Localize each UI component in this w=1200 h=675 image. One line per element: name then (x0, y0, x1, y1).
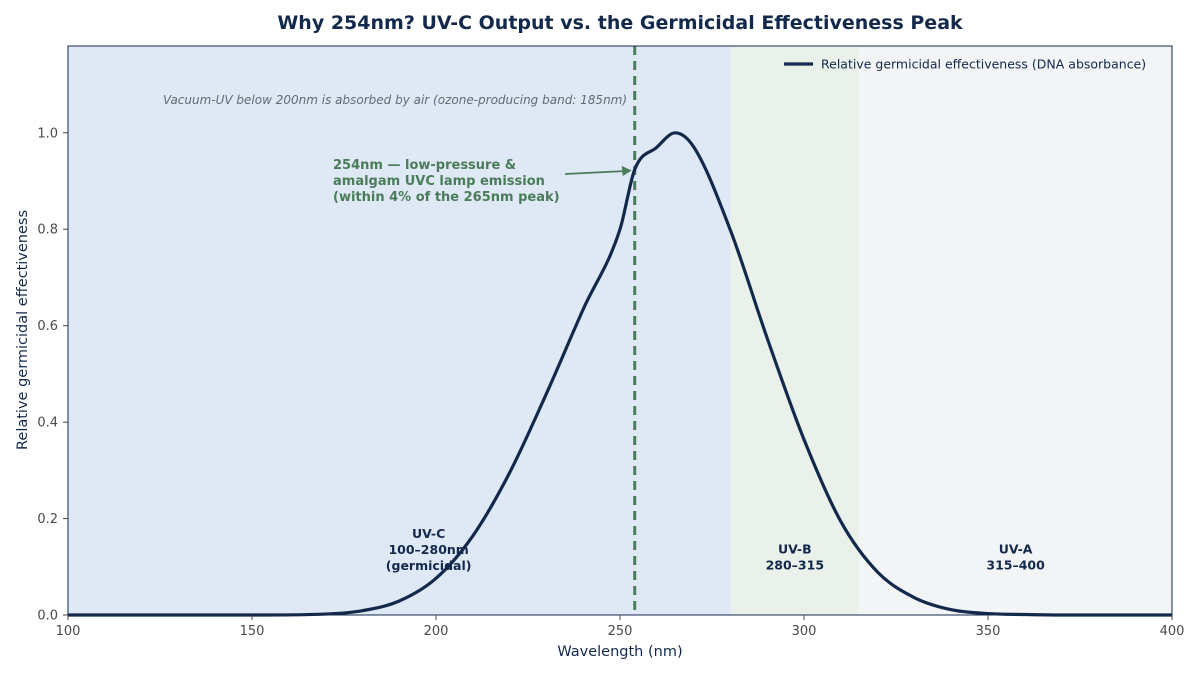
x-tick-label: 350 (976, 624, 1001, 639)
lamp-annotation-line-3: (within 4% of the 265nm peak) (333, 190, 560, 205)
band-uvb (730, 46, 860, 615)
x-tick-label: 250 (608, 624, 633, 639)
x-axis: 100 150 200 250 300 350 400 (56, 615, 1185, 639)
y-tick-label: 0.8 (37, 223, 58, 238)
legend: Relative germicidal effectiveness (DNA a… (784, 57, 1146, 72)
y-tick-label: 0.0 (37, 609, 58, 624)
band-uvc (68, 46, 731, 615)
x-tick-label: 300 (792, 624, 817, 639)
vacuum-uv-note: Vacuum-UV below 200nm is absorbed by air… (163, 93, 627, 107)
y-tick-label: 1.0 (37, 126, 58, 141)
spectral-bands (68, 46, 1172, 615)
band-label-uvb-1: UV-B (778, 541, 812, 556)
y-tick-label: 0.2 (37, 512, 58, 527)
band-label-uvb-2: 280–315 (766, 557, 824, 572)
x-tick-label: 150 (240, 624, 265, 639)
x-tick-label: 200 (424, 624, 449, 639)
band-label-uva-1: UV-A (999, 541, 1033, 556)
legend-label: Relative germicidal effectiveness (DNA a… (821, 57, 1146, 72)
lamp-annotation-line-1: 254nm — low-pressure & (333, 158, 516, 173)
y-tick-label: 0.4 (37, 416, 58, 431)
band-label-uvc-1: UV-C (412, 526, 445, 541)
annotation-arrow-head (621, 165, 632, 176)
x-tick-label: 400 (1160, 624, 1185, 639)
lamp-annotation: 254nm — low-pressure & amalgam UVC lamp … (333, 158, 632, 205)
germicidal-effectiveness-curve (67, 131, 1172, 617)
band-label-uvc-3: (germicidal) (386, 558, 472, 573)
band-label-uva-2: 315–400 (986, 557, 1045, 572)
band-label-uvc-2: 100–280nm (388, 542, 468, 557)
x-tick-label: 100 (56, 624, 81, 639)
lamp-annotation-line-2: amalgam UVC lamp emission (333, 174, 545, 189)
y-axis: 0.0 0.2 0.4 0.6 0.8 1.0 (37, 126, 68, 624)
x-axis-label: Wavelength (nm) (557, 644, 682, 660)
y-tick-label: 0.6 (37, 319, 58, 334)
annotation-arrow (564, 170, 624, 175)
band-uva (859, 46, 1172, 615)
y-axis-label: Relative germicidal effectiveness (15, 210, 31, 450)
chart-title: Why 254nm? UV-C Output vs. the Germicida… (277, 12, 963, 34)
